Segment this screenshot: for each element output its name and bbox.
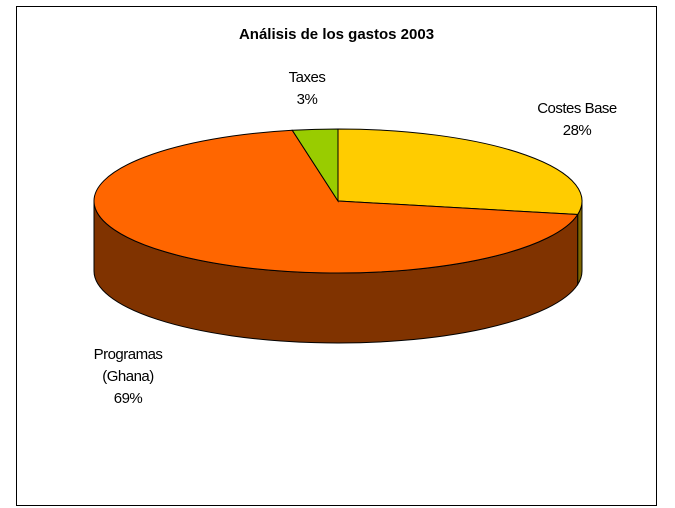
label-programas-percent: 69% [113, 390, 143, 407]
label-taxes-name: Taxes [288, 69, 326, 86]
label-costes-base-percent: 28% [562, 122, 592, 139]
label-taxes: Taxes 3% [267, 67, 347, 111]
chart-area: Análisis de los gastos 2003 Costes Base … [16, 6, 657, 506]
pie-slice-taxes [291, 128, 339, 203]
label-taxes-percent: 3% [296, 91, 318, 108]
pie-slice-programas-ghana [93, 129, 579, 274]
pie-chart [93, 128, 583, 344]
label-programas: Programas (Ghana) 69% [73, 344, 183, 410]
label-programas-name-line2: (Ghana) [102, 368, 154, 385]
pie-slice-costes-base [337, 128, 583, 216]
label-costes-base-name: Costes Base [537, 100, 617, 117]
label-costes-base: Costes Base 28% [523, 98, 631, 142]
label-programas-name-line1: Programas [93, 346, 163, 363]
chart-title: Análisis de los gastos 2003 [238, 26, 435, 43]
